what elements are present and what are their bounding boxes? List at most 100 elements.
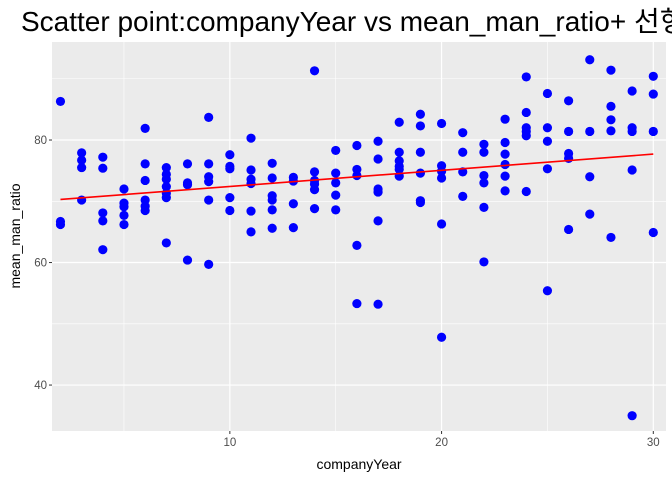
data-point: [627, 165, 637, 175]
grid-minor: [52, 42, 666, 431]
data-point: [288, 223, 298, 233]
data-point: [225, 150, 235, 160]
data-point: [225, 205, 235, 216]
y-axis: 40 60 80: [34, 135, 52, 392]
data-point: [309, 66, 320, 76]
data-point: [585, 209, 595, 219]
y-axis-title: mean_man_ratio: [7, 183, 23, 288]
data-point: [521, 186, 531, 197]
data-point: [140, 159, 150, 169]
data-point: [500, 149, 510, 159]
data-point: [648, 71, 658, 81]
data-point: [161, 162, 171, 173]
data-point: [204, 195, 214, 205]
y-tick-label: 40: [34, 380, 47, 392]
data-point: [521, 107, 531, 118]
data-point: [77, 148, 87, 158]
data-point: [352, 170, 362, 181]
x-tick-label: 20: [435, 437, 448, 449]
data-point: [246, 165, 256, 175]
data-point: [585, 172, 595, 182]
data-point: [182, 180, 193, 190]
data-point: [394, 147, 404, 157]
data-point: [204, 259, 214, 269]
data-point: [500, 137, 510, 148]
data-point: [98, 208, 108, 218]
data-point: [331, 178, 341, 188]
data-point: [648, 126, 658, 137]
data-point: [542, 136, 553, 146]
data-point: [225, 164, 235, 174]
y-tick-label: 60: [34, 258, 47, 270]
data-point: [331, 145, 341, 156]
data-point: [246, 206, 256, 216]
data-point: [606, 232, 616, 243]
data-point: [267, 205, 277, 215]
data-point: [225, 193, 235, 203]
data-point: [77, 155, 87, 165]
data-point: [415, 168, 425, 178]
data-point: [267, 158, 277, 168]
data-point: [246, 178, 256, 189]
data-point: [627, 126, 637, 137]
data-point: [500, 186, 510, 196]
data-point: [331, 168, 341, 178]
data-point: [119, 202, 129, 212]
data-point: [415, 147, 425, 157]
data-point: [564, 96, 574, 106]
data-point: [500, 171, 510, 181]
data-point: [309, 167, 320, 177]
data-point: [415, 197, 425, 208]
data-point: [606, 115, 616, 125]
data-point: [627, 86, 637, 96]
data-point: [648, 89, 658, 99]
data-point: [309, 185, 320, 195]
data-point: [98, 163, 108, 173]
data-point: [140, 123, 150, 133]
data-point: [479, 147, 489, 157]
data-point: [161, 181, 171, 192]
data-point: [458, 191, 468, 201]
data-point: [98, 216, 108, 226]
data-point: [204, 159, 214, 169]
data-point: [182, 255, 193, 265]
x-axis: 10 20 30: [223, 431, 660, 449]
data-point: [55, 219, 66, 230]
data-point: [521, 131, 531, 141]
data-point: [479, 170, 489, 181]
data-point: [436, 219, 447, 229]
data-point: [606, 101, 616, 111]
data-point: [140, 205, 150, 216]
data-point: [606, 65, 616, 75]
data-point: [352, 240, 362, 250]
data-point: [373, 154, 383, 164]
data-point: [542, 164, 553, 174]
data-point: [267, 223, 277, 233]
data-point: [542, 286, 553, 296]
data-point: [182, 159, 193, 169]
data-point: [648, 227, 658, 238]
data-point: [373, 136, 383, 146]
data-point: [436, 118, 447, 129]
data-point: [98, 152, 108, 162]
x-axis-title: companyYear: [316, 456, 401, 472]
data-point: [204, 177, 214, 187]
data-point: [352, 140, 362, 151]
data-point: [564, 126, 574, 137]
data-point: [436, 173, 447, 183]
data-point: [309, 204, 320, 214]
data-point: [500, 114, 510, 124]
data-point: [373, 216, 383, 226]
trend-line: [60, 153, 654, 201]
data-point: [246, 133, 256, 143]
data-point: [564, 224, 574, 235]
data-point: [267, 173, 277, 183]
data-point: [119, 219, 129, 230]
data-point: [479, 202, 489, 213]
y-tick-label: 80: [34, 135, 47, 147]
data-point: [458, 147, 468, 157]
data-point: [479, 139, 489, 149]
x-tick-label: 10: [223, 437, 236, 449]
data-point: [161, 238, 171, 248]
